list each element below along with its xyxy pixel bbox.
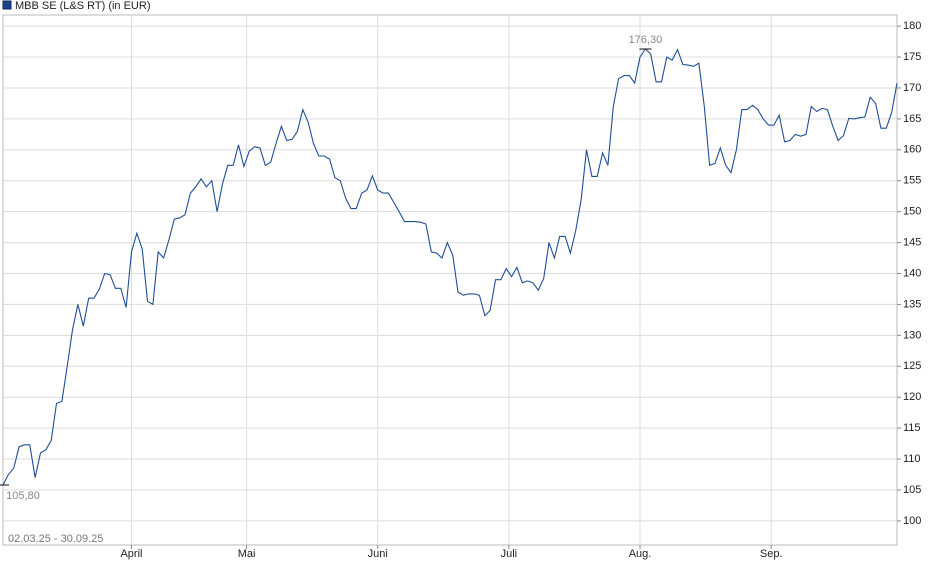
y-tick-label: 155 — [903, 175, 921, 187]
price-line — [2, 48, 898, 486]
y-tick-label: 125 — [903, 360, 921, 372]
y-tick-label: 120 — [903, 391, 921, 403]
x-tick-label: Sep. — [760, 548, 783, 560]
y-tick-label: 105 — [903, 484, 921, 496]
y-tick-label: 150 — [903, 206, 921, 218]
y-tick-label: 100 — [903, 515, 921, 527]
annotation-label: 105,80 — [6, 490, 40, 502]
legend-label: MBB SE (L&S RT) (in EUR) — [15, 0, 151, 12]
plot-frame — [2, 14, 898, 546]
x-tick-label: April — [120, 548, 142, 560]
x-tick-label: Mai — [238, 548, 256, 560]
y-tick-label: 165 — [903, 113, 921, 125]
y-tick-label: 130 — [903, 329, 921, 341]
y-tick-label: 175 — [903, 51, 921, 63]
y-tick-label: 145 — [903, 236, 921, 248]
legend-swatch — [2, 0, 12, 10]
y-tick-label: 110 — [903, 453, 921, 465]
y-tick-label: 135 — [903, 298, 921, 310]
y-tick-label: 140 — [903, 267, 921, 279]
x-tick-label: Aug. — [629, 548, 652, 560]
x-tick-label: Juni — [368, 548, 388, 560]
annotation-label: 176,30 — [629, 34, 663, 46]
y-tick-label: 170 — [903, 82, 921, 94]
x-tick-label: Juli — [501, 548, 518, 560]
y-tick-label: 115 — [903, 422, 921, 434]
y-tick-label: 180 — [903, 20, 921, 32]
y-tick-label: 160 — [903, 144, 921, 156]
range-label: 02.03.25 - 30.09.25 — [8, 533, 103, 545]
